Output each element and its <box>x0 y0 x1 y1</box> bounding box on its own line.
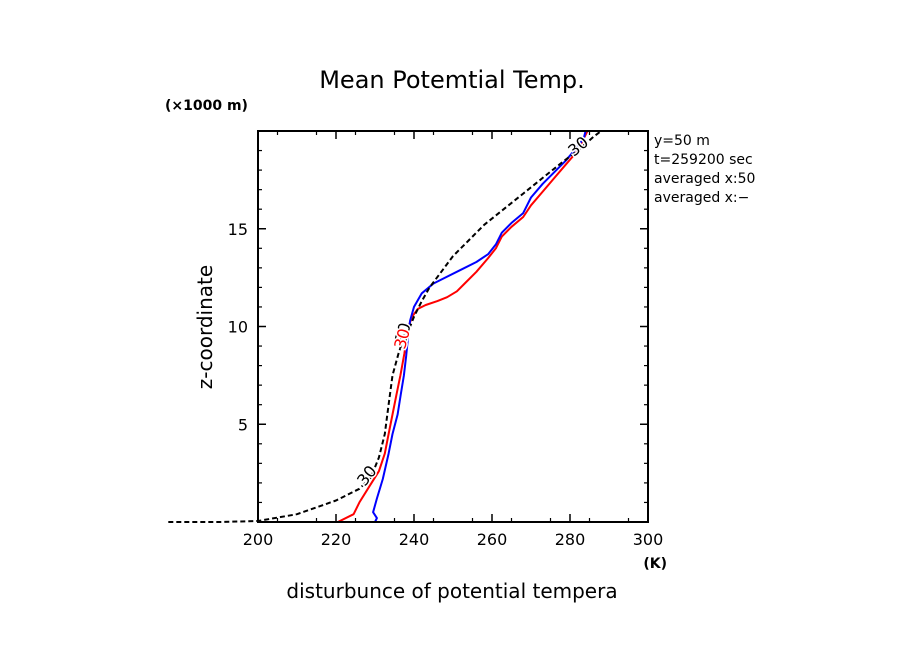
axis-ticks <box>257 131 649 522</box>
info-panel: y=50 m t=259200 sec averaged x:50 averag… <box>654 133 755 206</box>
series-lines <box>168 131 602 523</box>
x-tick-label: 280 <box>555 530 586 549</box>
y-tick-labels: 5 10 15 <box>228 220 248 435</box>
info-line-1: y=50 m <box>654 133 710 149</box>
x-tick-label: 300 <box>633 530 664 549</box>
y-tick-label: 5 <box>238 415 248 434</box>
y-axis-unit: (×1000 m) <box>165 98 248 114</box>
chart-title: Mean Potemtial Temp. <box>319 66 585 94</box>
x-tick-label: 260 <box>477 530 508 549</box>
x-tick-label: 240 <box>399 530 430 549</box>
y-tick-label: 15 <box>228 220 248 239</box>
info-line-3: averaged x:50 <box>654 171 755 187</box>
x-tick-label: 200 <box>243 530 274 549</box>
x-tick-label: 220 <box>321 530 352 549</box>
x-axis-unit: (K) <box>643 556 667 572</box>
info-line-4: averaged x:− <box>654 190 749 206</box>
x-axis-title: disturbunce of potential tempera <box>286 579 617 603</box>
info-line-2: t=259200 sec <box>654 152 753 168</box>
plot-frame <box>257 130 649 523</box>
y-axis-title: z-coordinate <box>193 265 217 389</box>
x-tick-labels: 200 220 240 260 280 300 <box>243 530 664 549</box>
y-tick-label: 10 <box>228 318 248 337</box>
series-line-1 <box>337 131 589 523</box>
